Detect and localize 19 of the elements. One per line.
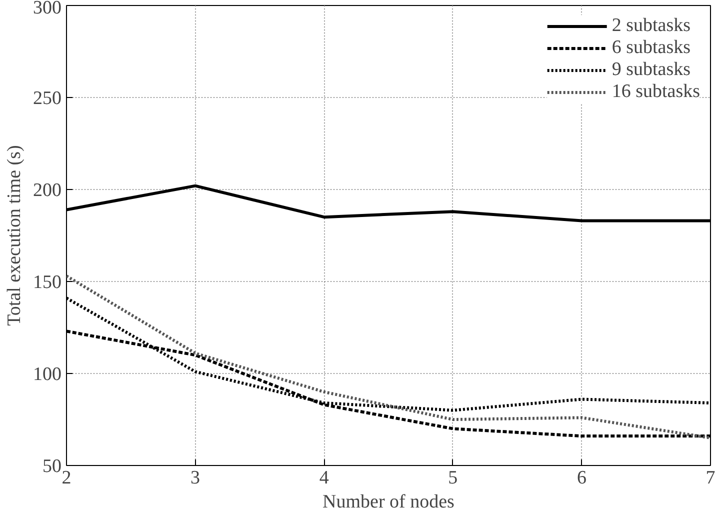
x-axis-title: Number of nodes: [322, 492, 454, 512]
legend-label: 2 subtasks: [612, 15, 690, 37]
legend-label: 16 subtasks: [612, 81, 700, 103]
legend-label: 9 subtasks: [612, 59, 690, 81]
y-tick-label: 300: [33, 0, 62, 18]
y-tick-label: 250: [33, 88, 62, 109]
x-tick-label: 3: [190, 468, 200, 488]
x-tick-label: 4: [319, 468, 330, 488]
x-tick-label: 2: [62, 468, 72, 488]
x-tick-label: 7: [706, 468, 716, 488]
y-tick-label: 150: [33, 272, 62, 293]
x-tick-label: 6: [576, 468, 586, 488]
y-tick-label: 200: [33, 180, 62, 201]
y-tick-label: 100: [33, 364, 62, 385]
x-tick-label: 5: [448, 468, 458, 488]
y-axis-title: Total execution time (s): [4, 145, 25, 326]
line-series: [66, 274, 710, 440]
legend-label: 6 subtasks: [612, 37, 690, 59]
y-tick-label: 50: [42, 456, 62, 477]
